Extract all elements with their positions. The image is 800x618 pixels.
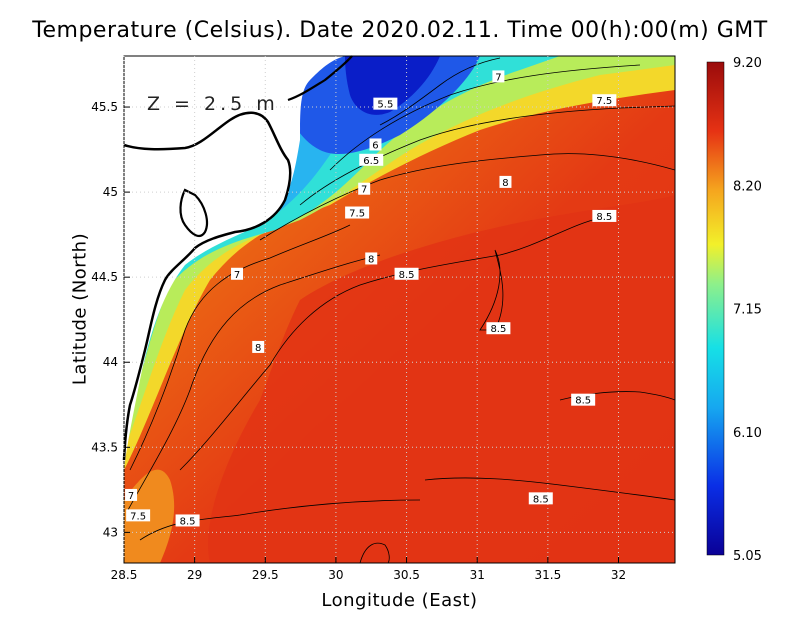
contour-label-bg xyxy=(492,70,505,83)
contour-label-bg xyxy=(486,322,511,335)
x-axis-label: Longitude (East) xyxy=(321,590,478,611)
contour-label-bg xyxy=(365,252,378,265)
x-tick-label: 29.5 xyxy=(252,568,279,582)
contour-label-bg xyxy=(394,267,419,280)
contour-label-text: 8.5 xyxy=(180,516,196,527)
contour-label-text: 8.5 xyxy=(533,494,549,505)
colorbar-tick-label: 7.15 xyxy=(733,303,762,318)
contour-label-text: 8 xyxy=(368,254,374,265)
x-tick-label: 31 xyxy=(470,568,485,582)
contour-label-text: 8 xyxy=(502,178,508,189)
chart-title: Temperature (Celsius). Date 2020.02.11. … xyxy=(32,18,768,43)
contour-label-text: 7.5 xyxy=(130,511,146,522)
contour-lines xyxy=(127,57,675,563)
contour-label-bg xyxy=(528,492,553,505)
y-tick-label: 45.5 xyxy=(91,100,118,114)
contour-label-text: 7.5 xyxy=(596,96,612,107)
contour-label-text: 8.5 xyxy=(596,212,612,223)
y-axis-label: Latitude (North) xyxy=(69,232,91,386)
contour-label-text: 7 xyxy=(128,491,134,502)
contour-label-text: 8.5 xyxy=(575,396,591,407)
x-tick-label: 29 xyxy=(187,568,202,582)
colorbar-tick-label: 8.20 xyxy=(733,179,762,194)
contour-label-bg xyxy=(592,209,617,222)
contour-label-bg xyxy=(358,182,371,195)
y-tick-label: 43.5 xyxy=(91,440,118,454)
contour-label: 7 xyxy=(492,70,505,83)
contour-label-bg xyxy=(373,97,398,110)
contour-label: 7.5 xyxy=(126,509,151,522)
contour-label: 8.5 xyxy=(175,514,200,527)
contour-label: 8.5 xyxy=(528,492,553,505)
depth-label: Z = 2.5 m xyxy=(147,93,279,115)
contour-label: 8 xyxy=(365,252,378,265)
colorbar-gradient xyxy=(706,61,725,556)
plot-frame xyxy=(123,55,676,564)
contour-label: 8.5 xyxy=(486,322,511,335)
x-tick-label: 30.5 xyxy=(393,568,420,582)
y-tick-label: 44.5 xyxy=(91,270,118,284)
contour-label-bg xyxy=(126,509,151,522)
contour-label-text: 5.5 xyxy=(377,100,393,111)
contour-label: 8 xyxy=(499,175,512,189)
contour-label-text: 8 xyxy=(255,343,261,354)
contour-label-bg xyxy=(231,267,244,280)
contour-label-bg xyxy=(499,175,512,188)
x-tick-label: 30 xyxy=(328,568,343,582)
contour-label-bg xyxy=(369,138,382,151)
contour-label-text: 8.5 xyxy=(399,270,415,281)
contour-label-bg xyxy=(359,153,384,166)
temperature-field xyxy=(124,56,675,563)
contour-label-bg xyxy=(175,514,200,527)
contour-label-text: 7 xyxy=(361,185,367,196)
colorbar-tick-label: 9.20 xyxy=(733,56,762,71)
contour-label: 8.5 xyxy=(394,267,419,281)
contour-label-text: 6.5 xyxy=(363,156,379,167)
y-tick-label: 43 xyxy=(103,525,118,539)
contour-label: 5.5 xyxy=(373,97,398,111)
contour-label: 8 xyxy=(252,340,265,354)
contour-label-bg xyxy=(345,206,370,219)
contour-label: 7 xyxy=(358,182,371,196)
contour-label-bg xyxy=(592,94,617,107)
contour-label: 7 xyxy=(231,267,244,281)
contour-label: 7.5 xyxy=(345,206,370,220)
contour-label-bg xyxy=(125,488,138,501)
x-tick-label: 28.5 xyxy=(111,568,138,582)
y-tick-label: 45 xyxy=(103,185,118,199)
colorbar-tick-label: 6.10 xyxy=(733,426,762,441)
colorbar: 9.20 8.20 7.15 6.10 5.05 xyxy=(706,56,762,564)
contour-label: 8.5 xyxy=(571,393,596,407)
contour-label-text: 7.5 xyxy=(349,209,365,220)
contour-label-bg xyxy=(252,340,265,353)
contour-label-text: 7 xyxy=(495,72,501,83)
x-tick-label: 32 xyxy=(611,568,626,582)
y-tick-label: 44 xyxy=(103,355,118,369)
contour-label-text: 7 xyxy=(234,270,240,281)
contour-label: 6 xyxy=(369,138,382,151)
contour-label: 7 xyxy=(125,488,138,502)
x-tick-label: 31.5 xyxy=(534,568,561,582)
colorbar-tick-label: 5.05 xyxy=(733,549,762,564)
contour-label-text: 6 xyxy=(372,140,378,151)
contour-label-bg xyxy=(571,393,596,406)
contour-label: 8.5 xyxy=(592,209,617,223)
contour-label: 6.5 xyxy=(359,153,384,167)
contour-label: 7.5 xyxy=(592,94,617,107)
contour-label-text: 8.5 xyxy=(490,324,506,335)
